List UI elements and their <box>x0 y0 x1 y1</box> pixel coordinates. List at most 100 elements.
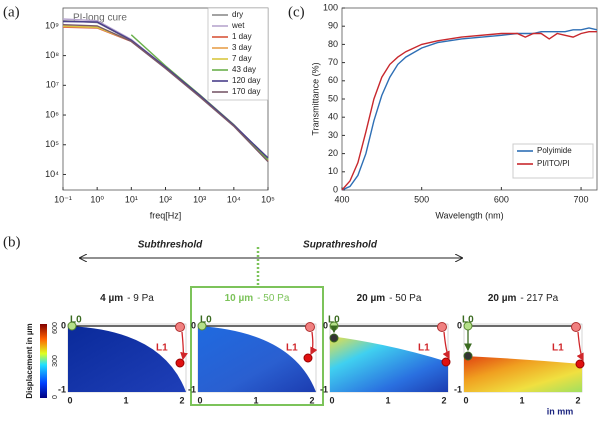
y-tick-label: 0 <box>457 320 462 330</box>
y-tick-label: 100 <box>323 2 338 12</box>
end-arrow <box>576 331 584 362</box>
end-start-point <box>175 322 185 332</box>
end-arrow <box>442 331 450 360</box>
x-tick-label: 500 <box>414 194 429 204</box>
y-tick-label: 10⁹ <box>45 20 59 30</box>
x-tick-label: 10⁴ <box>227 194 241 204</box>
y-tick-label: 10⁷ <box>46 80 59 90</box>
end-arrow <box>310 331 318 356</box>
panel-title: 20 µm - 50 Pa <box>357 293 422 304</box>
title-bold: 4 µm <box>100 293 123 304</box>
x-tick-label: 2 <box>575 395 580 405</box>
end-start-point <box>571 322 581 332</box>
x-tick-label: 0 <box>197 395 202 405</box>
highlight-box <box>190 286 324 406</box>
x-tick-label: 1 <box>385 395 390 405</box>
legend-label: 170 day <box>232 87 260 96</box>
x-tick-label: 10³ <box>193 194 206 204</box>
x-tick-label: 10¹ <box>125 194 138 204</box>
start-displaced <box>329 333 339 343</box>
x-tick-label: 2 <box>441 395 446 405</box>
end-point <box>175 358 185 368</box>
y-tick-label: 60 <box>328 75 338 85</box>
colorbar-tick: 300 <box>52 355 59 367</box>
title-rest: - 217 Pa <box>520 293 558 304</box>
y-tick-label: 50 <box>328 93 338 103</box>
y-tick-label: 40 <box>328 112 338 122</box>
title-bold: 10 µm <box>225 293 254 304</box>
end-label: L1 <box>418 343 430 354</box>
legend-label: 7 day <box>232 54 252 63</box>
x-tick-label: 0 <box>67 395 72 405</box>
x-tick-label: 1 <box>123 395 128 405</box>
y-tick-label: -1 <box>58 384 66 394</box>
y-tick-label: 10⁵ <box>45 139 59 149</box>
start-point <box>67 321 77 331</box>
panel-title: 4 µm - 9 Pa <box>100 293 154 304</box>
title-rest: - 50 Pa <box>257 293 290 304</box>
series-line <box>341 31 597 191</box>
end-point <box>441 357 451 367</box>
x-tick-label: 0 <box>329 395 334 405</box>
end-arrow <box>180 331 188 361</box>
colorbar-tick: 0 <box>52 395 59 399</box>
unit-label: in mm <box>547 406 574 416</box>
x-tick-label: 2 <box>179 395 184 405</box>
y-tick-label: 10⁶ <box>45 109 59 119</box>
arrow-label: Subthreshold <box>138 240 203 251</box>
colorbar-label: Displacement in µm <box>25 323 34 398</box>
end-point <box>575 359 585 369</box>
y-axis-label: Transmittance (%) <box>310 62 320 135</box>
end-label: L1 <box>286 343 298 354</box>
y-tick-label: 20 <box>328 148 338 158</box>
title-rest: - 9 Pa <box>127 293 154 304</box>
x-tick-label: 2 <box>309 395 314 405</box>
y-tick-label: 90 <box>328 21 338 31</box>
y-tick-label: -1 <box>188 384 196 394</box>
title-rest: - 50 Pa <box>389 293 422 304</box>
deformed-plate <box>464 356 582 392</box>
start-label: L0 <box>200 315 212 326</box>
y-tick-label: 70 <box>328 57 338 67</box>
end-label: L1 <box>156 343 168 354</box>
y-tick-label: 10⁸ <box>45 50 59 60</box>
x-axis-label: Wavelength (nm) <box>435 210 503 220</box>
x-tick-label: 700 <box>574 194 589 204</box>
panel-title: 10 µm - 50 Pa <box>225 293 290 304</box>
y-tick-label: 0 <box>61 320 66 330</box>
y-tick-label: 80 <box>328 39 338 49</box>
panel-label: (a) <box>3 4 20 20</box>
x-tick-label: 1 <box>519 395 524 405</box>
x-axis-label: freq[Hz] <box>150 210 182 220</box>
title-bold: 20 µm <box>488 293 517 304</box>
legend-label: Polyimide <box>537 146 572 155</box>
colorbar <box>40 324 47 398</box>
y-tick-label: 10 <box>328 166 338 176</box>
start-label: L0 <box>462 315 474 326</box>
title-bold: 20 µm <box>357 293 386 304</box>
y-tick-label: 10⁴ <box>45 169 59 179</box>
deformed-plate <box>198 326 316 392</box>
series-line <box>62 24 269 163</box>
start-point <box>197 321 207 331</box>
deformed-plate <box>68 326 186 392</box>
x-tick-label: 0 <box>463 395 468 405</box>
legend-label: 1 day <box>232 32 252 41</box>
start-label: L0 <box>328 315 340 326</box>
end-start-point <box>305 322 315 332</box>
colorbar-tick: 600 <box>52 322 59 334</box>
legend-label: wet <box>231 21 245 30</box>
x-tick-label: 10⁻¹ <box>54 194 72 204</box>
series-line <box>62 20 269 159</box>
legend-box <box>207 7 269 101</box>
panel-label: (c) <box>288 4 305 20</box>
y-tick-label: 0 <box>323 320 328 330</box>
end-point <box>303 353 313 363</box>
y-tick-label: -1 <box>454 384 462 394</box>
series-line <box>341 27 598 191</box>
x-tick-label: 400 <box>334 194 349 204</box>
panel-title: 20 µm - 217 Pa <box>488 293 559 304</box>
x-tick-label: 1 <box>253 395 258 405</box>
